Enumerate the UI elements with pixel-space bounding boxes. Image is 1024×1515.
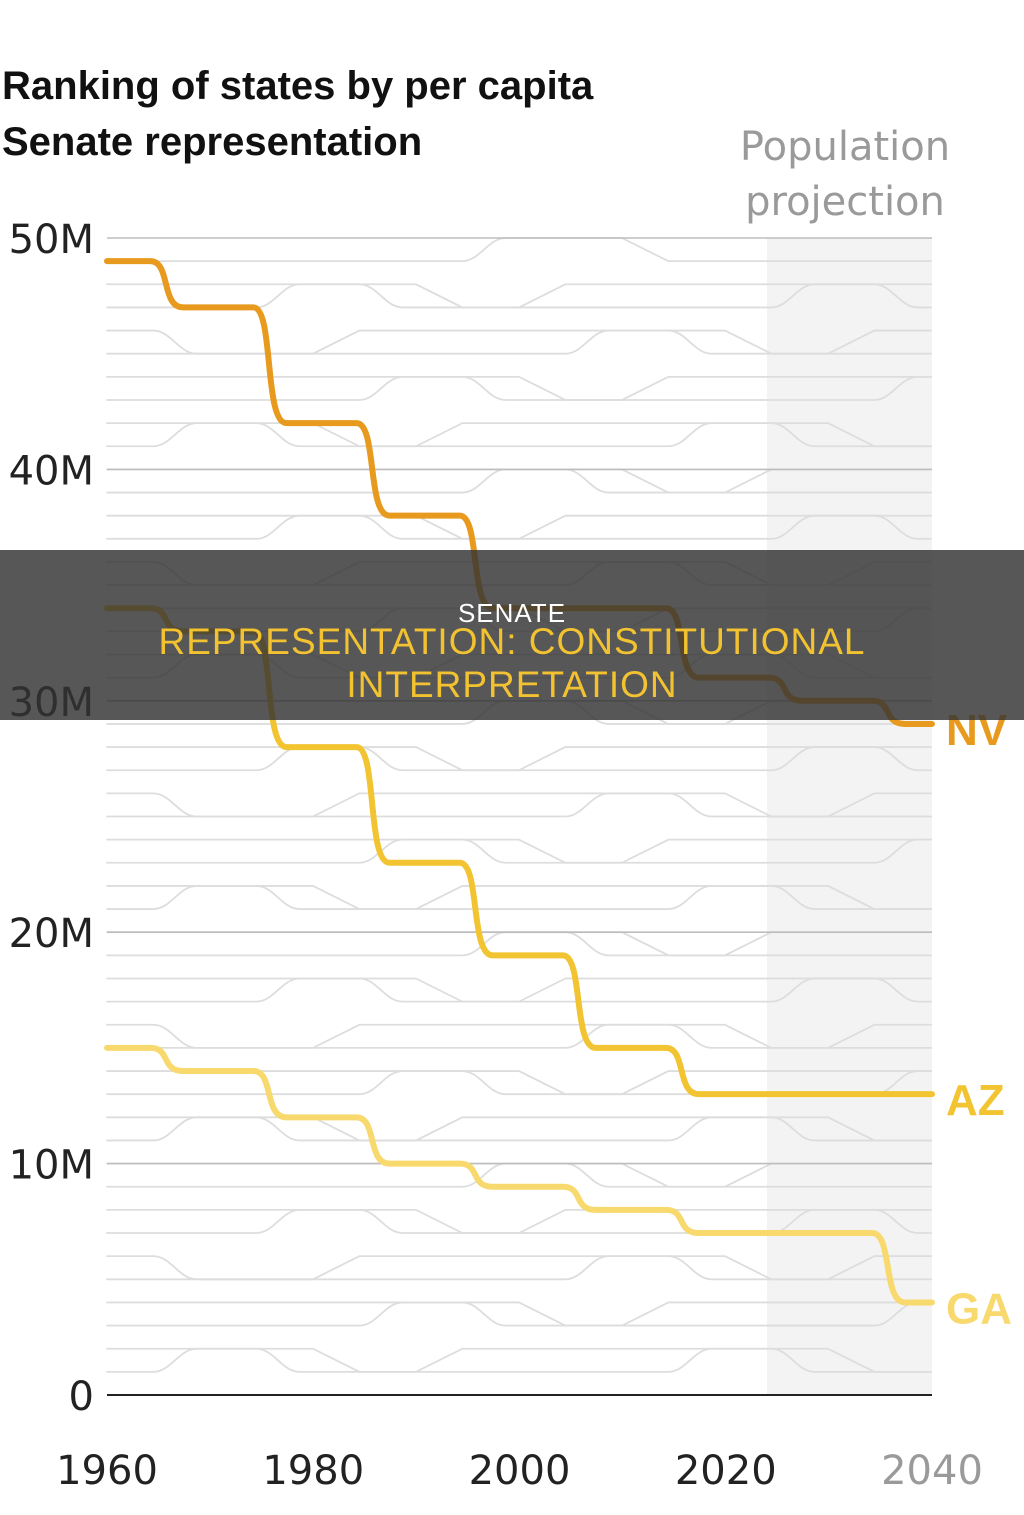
- background-state-line: [106, 1255, 932, 1281]
- background-state-line: [106, 375, 932, 401]
- background-state-line: [106, 283, 932, 309]
- background-state-line: [106, 838, 932, 864]
- background-state-line: [106, 1301, 932, 1327]
- background-state-line: [106, 1347, 932, 1373]
- background-state-line: [106, 1023, 932, 1049]
- banner-headline: REPRESENTATION: CONSTITUTIONAL INTERPRET…: [158, 621, 866, 705]
- banner-kicker: SENATE: [457, 598, 567, 628]
- x-tick-label: 2000: [469, 1448, 571, 1494]
- background-state-line: [106, 885, 932, 910]
- x-tick-label: 1980: [262, 1448, 364, 1494]
- caption-banner: SENATE REPRESENTATION: CONSTITUTIONAL IN…: [0, 550, 1024, 720]
- background-state-line: [106, 1347, 932, 1373]
- x-tick-label: 2040: [881, 1448, 983, 1494]
- chart-title: Ranking of states by per capita Senate r…: [2, 64, 594, 164]
- background-state-line: [106, 838, 932, 864]
- background-state-line: [106, 1070, 932, 1096]
- background-state-line: [106, 885, 932, 910]
- background-state-line: [106, 422, 932, 448]
- y-tick-label: 50M: [9, 217, 94, 263]
- background-state-line: [106, 1116, 932, 1142]
- background-state-line: [106, 746, 932, 772]
- background-state-line: [106, 977, 932, 1003]
- x-tick-label: 2020: [675, 1448, 777, 1494]
- y-tick-label: 40M: [9, 448, 94, 494]
- series-line-ga: [104, 1044, 935, 1306]
- background-state-line: [106, 1301, 932, 1327]
- background-state-line: [106, 1208, 932, 1234]
- background-state-line: [106, 514, 932, 540]
- background-state-line: [106, 792, 932, 818]
- series-label-az: AZ: [946, 1076, 1005, 1125]
- background-state-line: [106, 1116, 932, 1142]
- y-tick-label: 0: [69, 1374, 94, 1420]
- background-state-line: [106, 422, 932, 448]
- y-tick-label: 10M: [9, 1143, 94, 1189]
- projection-label: Population projection: [739, 124, 951, 225]
- x-tick-label: 1960: [56, 1448, 158, 1494]
- y-tick-label: 20M: [9, 911, 94, 957]
- series-label-ga: GA: [946, 1284, 1012, 1333]
